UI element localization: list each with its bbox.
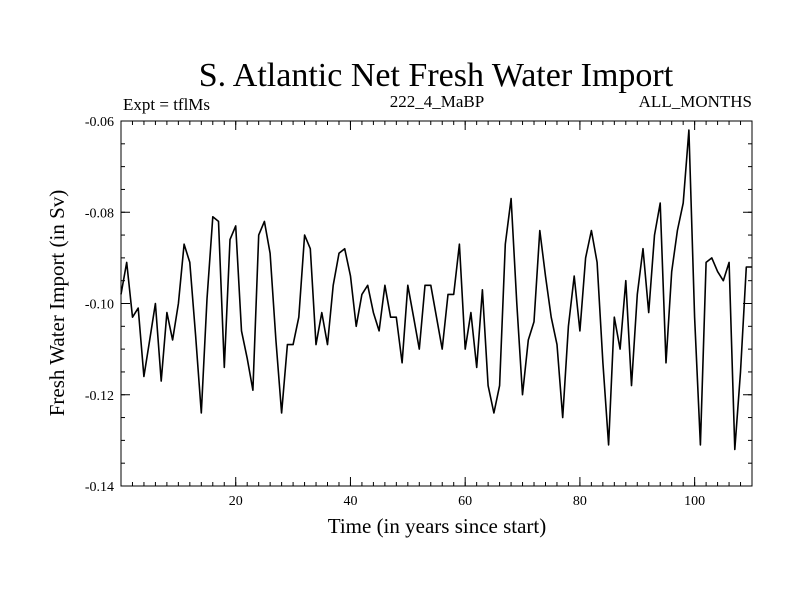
- series-line: [120, 129, 752, 451]
- months-label: ALL_MONTHS: [639, 92, 752, 111]
- y-axis-label: Fresh Water Import (in Sv): [45, 190, 69, 417]
- y-tick-label: -0.06: [85, 115, 114, 130]
- x-tick-label: 100: [684, 494, 705, 509]
- chart-title: S. Atlantic Net Fresh Water Import: [199, 57, 674, 94]
- y-tick-label: -0.10: [85, 298, 114, 313]
- axis-ticks: [121, 120, 752, 487]
- plot-frame: [120, 120, 753, 487]
- x-tick-label: 20: [229, 494, 243, 509]
- run-id-label: 222_4_MaBP: [390, 92, 484, 111]
- axis-tick-labels: 20 40 60 80 100 -0.14 -0.12 -0.10 -0.08 -0.06: [85, 115, 705, 509]
- x-tick-label: 60: [458, 494, 472, 509]
- y-tick-label: -0.12: [85, 389, 114, 404]
- x-axis-label: Time (in years since start): [328, 514, 547, 538]
- experiment-label: Expt = tflMs: [123, 95, 210, 114]
- x-tick-label: 80: [573, 494, 587, 509]
- y-tick-label: -0.14: [85, 480, 114, 495]
- y-tick-label: -0.08: [85, 206, 114, 221]
- x-tick-label: 40: [343, 494, 357, 509]
